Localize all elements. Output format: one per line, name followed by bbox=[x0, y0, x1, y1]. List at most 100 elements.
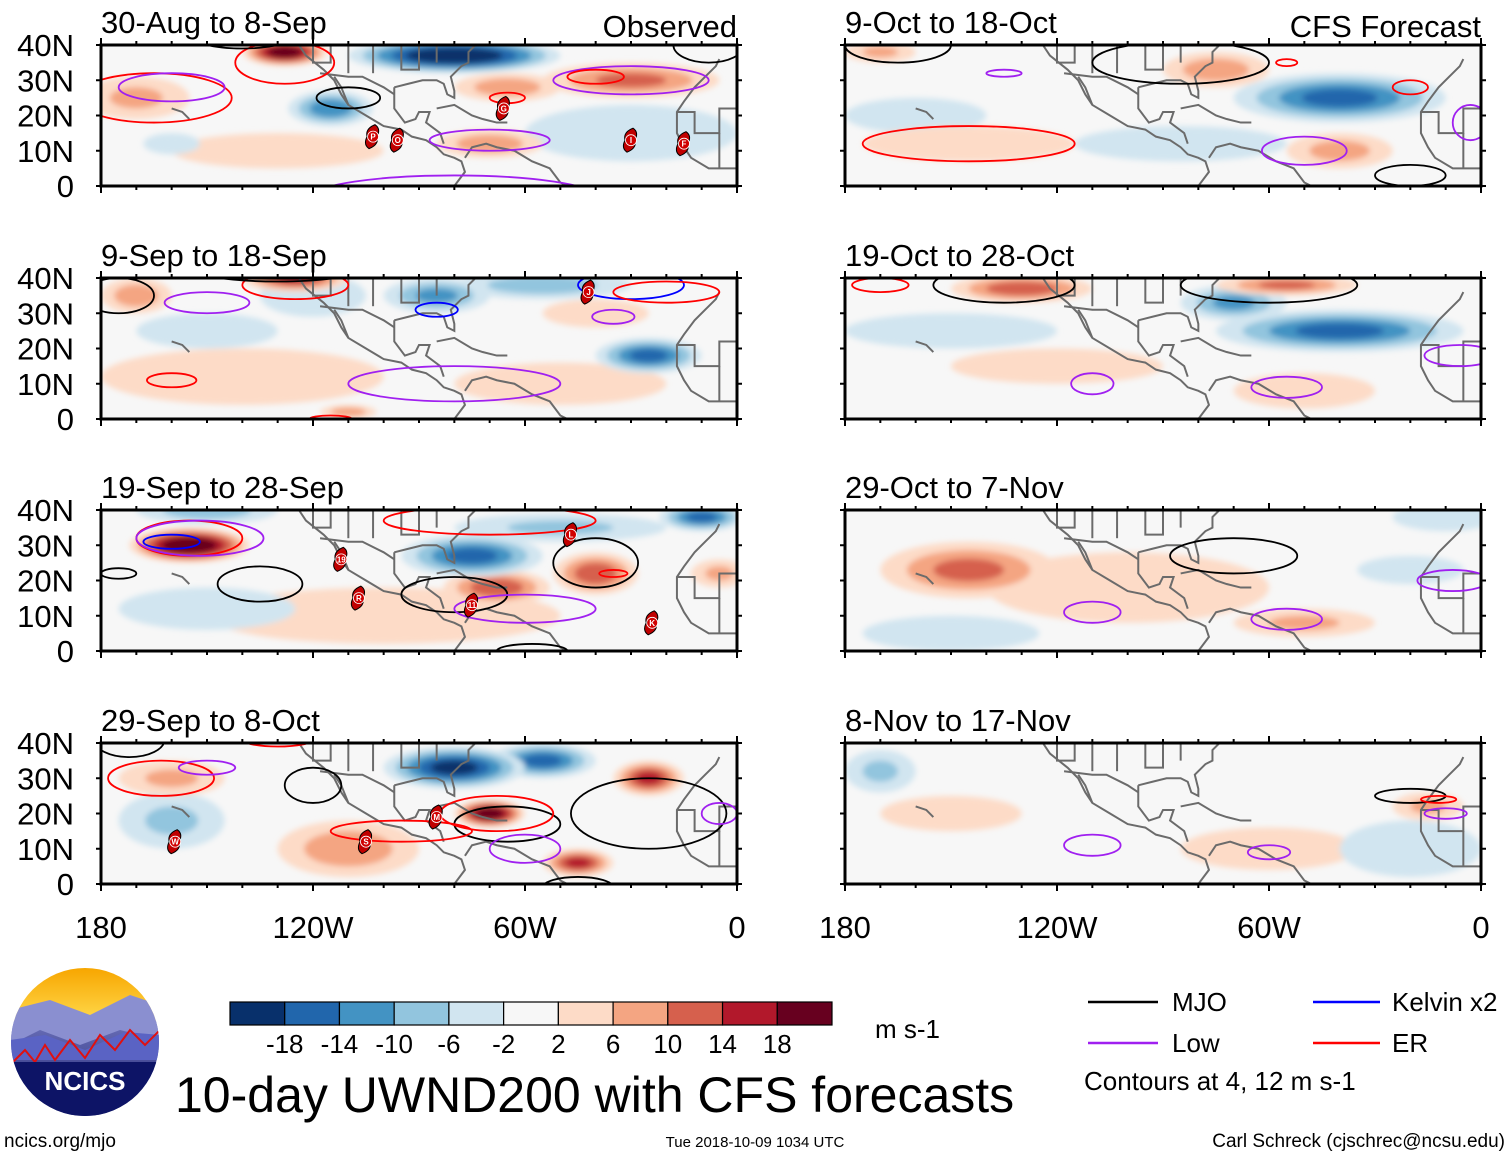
coastline bbox=[1138, 45, 1221, 100]
coastline bbox=[1077, 309, 1094, 339]
er-contour bbox=[612, 280, 721, 304]
low-contour bbox=[117, 72, 226, 103]
colorbar: -18 -14 -10 -6 -2 2 6 10 14 18 bbox=[229, 1001, 833, 1059]
er-contour bbox=[244, 743, 311, 748]
low-contour bbox=[453, 593, 597, 624]
coastline bbox=[1419, 523, 1481, 635]
coastline bbox=[393, 320, 445, 378]
mjo-contour bbox=[932, 278, 1076, 304]
er-contour bbox=[308, 414, 353, 419]
coastline bbox=[1077, 541, 1094, 571]
map-panel: 19-Oct to 28-Oct bbox=[840, 238, 1486, 426]
mjo-contour bbox=[1374, 163, 1447, 186]
coastline bbox=[400, 45, 420, 71]
colorbar-tick-label: 18 bbox=[763, 1029, 792, 1059]
coastline bbox=[675, 523, 737, 635]
colorbar-swatch bbox=[667, 1001, 724, 1026]
storm-label: J bbox=[586, 288, 590, 297]
low-contour bbox=[163, 291, 251, 315]
coastline bbox=[400, 510, 420, 536]
low-contour bbox=[428, 128, 551, 152]
anomaly-shade bbox=[143, 133, 200, 155]
anomaly-shade bbox=[862, 615, 1040, 651]
low-contour bbox=[552, 65, 710, 96]
footer-author: Carl Schreck (cjschrec@ncsu.edu) bbox=[1212, 1131, 1505, 1152]
panel-title: 19-Oct to 28-Oct bbox=[845, 238, 1075, 273]
anomaly-shade bbox=[880, 795, 1022, 832]
low-contour bbox=[177, 759, 237, 776]
anomaly-shade bbox=[267, 46, 302, 58]
anomaly-shade bbox=[629, 349, 668, 362]
anomaly-shade bbox=[574, 562, 617, 585]
coastline bbox=[1137, 320, 1189, 378]
coastline bbox=[436, 103, 508, 124]
anomaly-shade bbox=[309, 99, 352, 118]
coastline bbox=[319, 537, 395, 561]
mjo-contour bbox=[552, 537, 639, 589]
legend-label-kelvin: Kelvin x2 bbox=[1392, 987, 1498, 1017]
colorbar-swatch bbox=[284, 1001, 341, 1026]
coastline bbox=[1028, 278, 1211, 419]
anomaly-shade bbox=[1392, 510, 1481, 532]
low-contour bbox=[1416, 569, 1481, 592]
coastline bbox=[1208, 375, 1312, 419]
coastline bbox=[915, 107, 935, 120]
coastline bbox=[393, 87, 445, 145]
anomaly-shade bbox=[1301, 89, 1378, 107]
storm-label: L bbox=[568, 531, 573, 540]
coastline bbox=[436, 336, 508, 357]
low-contour bbox=[1250, 375, 1323, 399]
storm-label: I bbox=[630, 136, 632, 145]
anomaly-shade bbox=[862, 760, 898, 782]
er-contour bbox=[241, 278, 350, 301]
coastline bbox=[1144, 45, 1164, 71]
coastline bbox=[1208, 607, 1312, 651]
lat-label: 30N bbox=[17, 761, 74, 796]
coastline bbox=[1063, 72, 1139, 96]
coastline bbox=[319, 770, 395, 794]
coastline bbox=[171, 340, 191, 353]
colorbar-swatch bbox=[448, 1001, 505, 1026]
coastline bbox=[675, 756, 737, 868]
coastlines bbox=[915, 45, 1481, 186]
lat-label: 10N bbox=[17, 367, 74, 402]
er-contour bbox=[1420, 794, 1458, 804]
tropical-cyclone-icon: R bbox=[350, 585, 366, 611]
coastline bbox=[1138, 510, 1221, 565]
tropical-cyclone-icon: 11 bbox=[463, 592, 479, 618]
panel-tag: CFS Forecast bbox=[1290, 9, 1482, 44]
coastline bbox=[1077, 774, 1094, 804]
anomaly-shade bbox=[523, 754, 562, 767]
anomaly-shade bbox=[507, 520, 614, 535]
low-contour bbox=[488, 833, 562, 864]
mjo-contour bbox=[101, 278, 155, 315]
coastline bbox=[1063, 305, 1139, 329]
mjo-contour bbox=[845, 45, 952, 64]
lat-label: 10N bbox=[17, 832, 74, 867]
low-contour bbox=[328, 174, 581, 186]
coastline bbox=[284, 743, 467, 884]
coastline bbox=[1063, 537, 1139, 561]
storm-label: R bbox=[356, 594, 362, 603]
coastline bbox=[394, 278, 477, 333]
coastline bbox=[675, 58, 737, 170]
anomaly-shade bbox=[1258, 280, 1315, 290]
coastline bbox=[1144, 510, 1164, 536]
coastlines bbox=[171, 743, 737, 884]
coastline bbox=[1028, 743, 1211, 884]
storm-label: M bbox=[433, 813, 440, 822]
lon-label: 120W bbox=[1017, 910, 1099, 945]
colorbar-swatch bbox=[612, 1001, 669, 1026]
coastline bbox=[1180, 336, 1252, 357]
lat-label: 20N bbox=[17, 332, 74, 367]
kelvin-contour bbox=[142, 533, 201, 550]
anomaly-shade bbox=[162, 510, 252, 519]
anomaly-shade bbox=[101, 348, 384, 405]
coastline bbox=[675, 291, 737, 403]
colorbar-tick-label: -14 bbox=[321, 1029, 359, 1059]
coastline bbox=[1208, 840, 1312, 884]
coastline bbox=[171, 805, 191, 818]
er-contour bbox=[598, 569, 629, 578]
footer-url[interactable]: ncics.org/mjo bbox=[4, 1131, 116, 1152]
